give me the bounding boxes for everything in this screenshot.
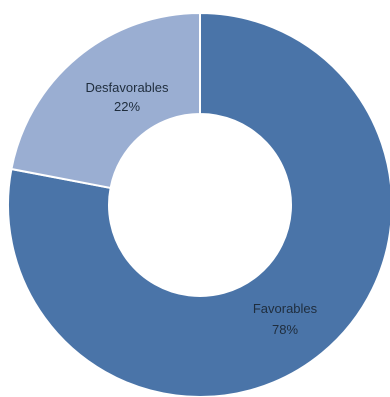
slice-label-desfavorables: Desfavorables <box>85 80 169 95</box>
slices-group <box>7 11 390 397</box>
slice-percent-desfavorables: 22% <box>114 99 140 114</box>
slice-percent-favorables: 78% <box>272 322 298 337</box>
slice-desfavorables <box>10 11 201 190</box>
slice-favorables <box>7 11 390 397</box>
slice-label-favorables: Favorables <box>253 301 318 316</box>
